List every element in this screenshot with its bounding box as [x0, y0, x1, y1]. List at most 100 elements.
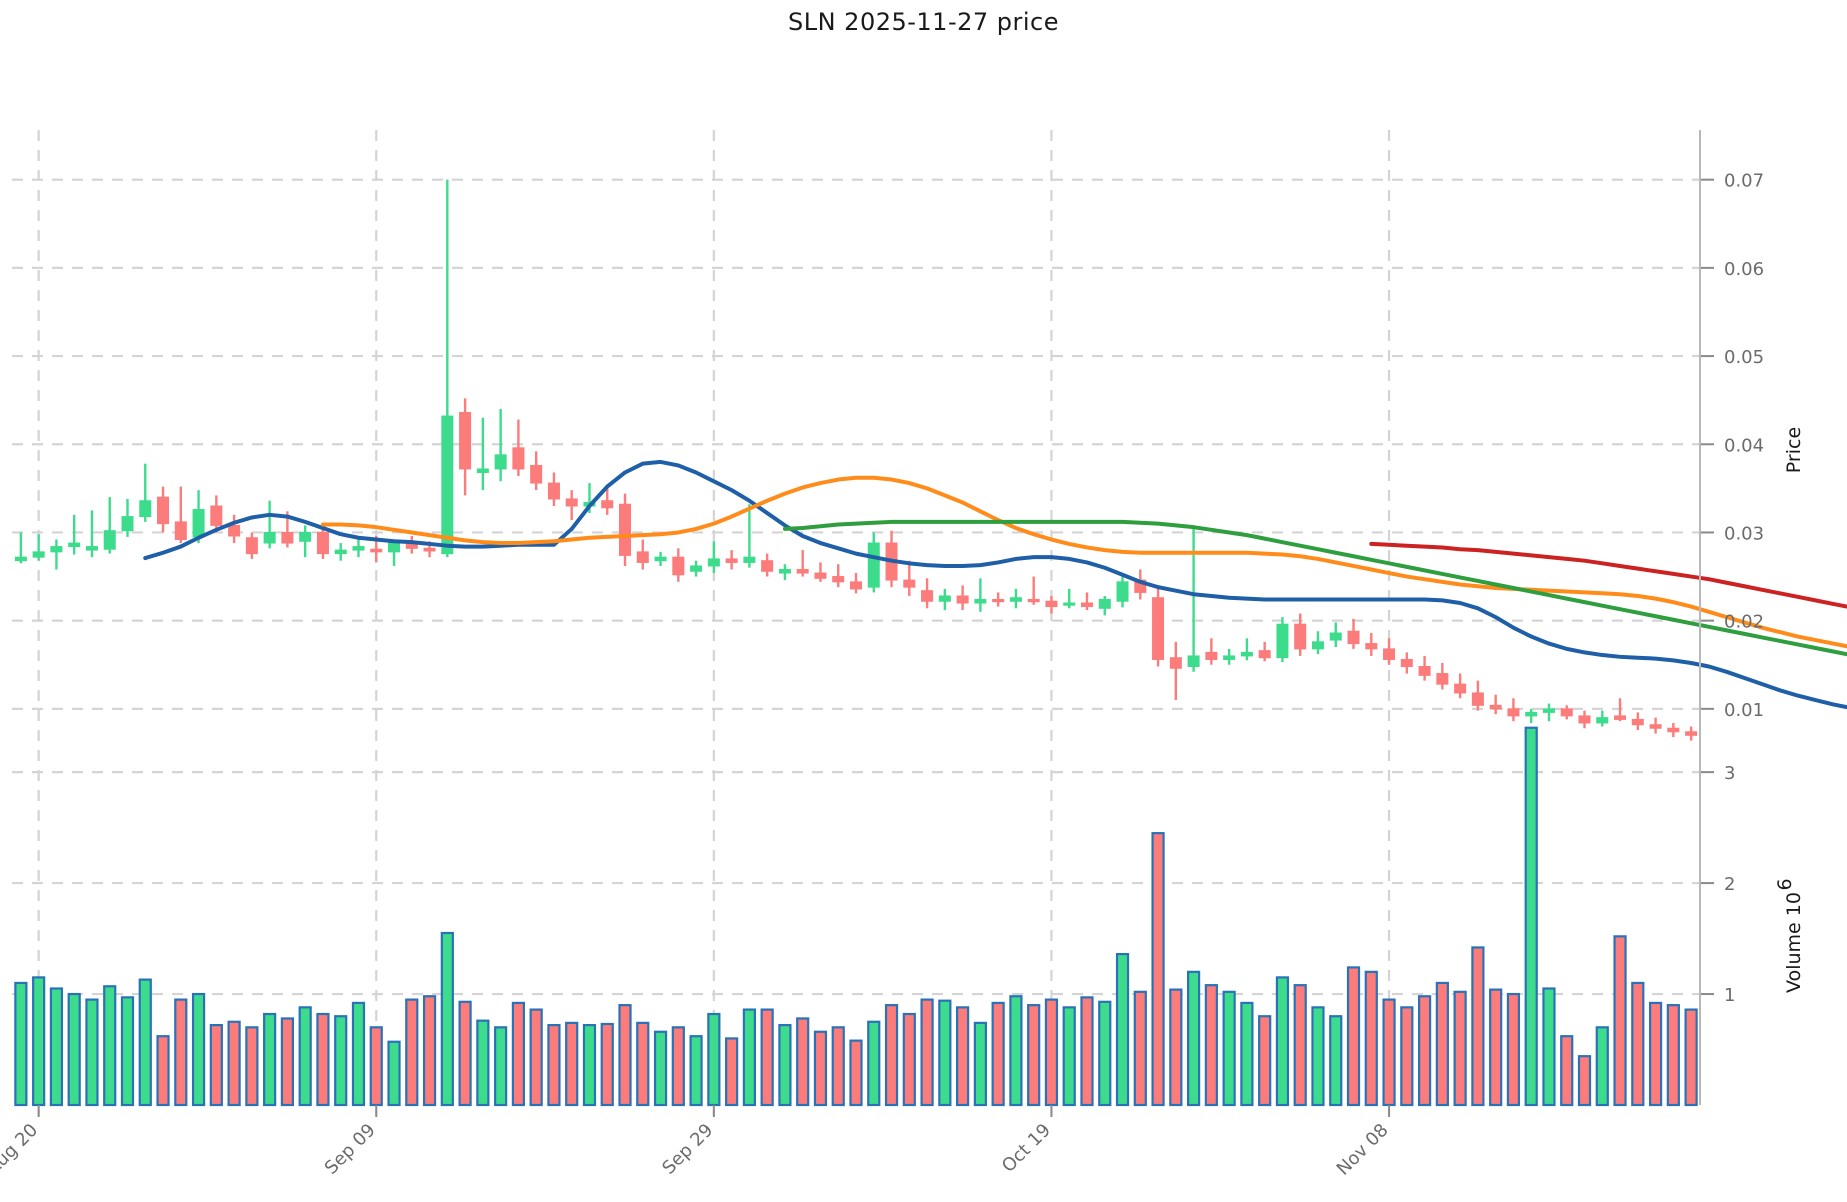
candle-body — [1578, 715, 1591, 724]
volume-bar — [1346, 966, 1361, 1107]
volume-bar — [1027, 1004, 1041, 1107]
candle-body — [352, 546, 365, 551]
volume-bar — [476, 1019, 490, 1107]
volume-bar — [1453, 990, 1467, 1107]
candle-body — [601, 500, 614, 509]
candle-body — [1169, 657, 1182, 669]
volume-series — [14, 726, 1698, 1107]
candle-body — [867, 542, 880, 588]
price-tick-label: 0.06 — [1724, 259, 1764, 280]
price-tick-label: 0.02 — [1724, 612, 1764, 633]
volume-bar — [1151, 832, 1165, 1107]
volume-bar — [1169, 988, 1183, 1107]
volume-bar — [1329, 1015, 1343, 1107]
candle-body — [299, 531, 312, 542]
candle-body — [1009, 597, 1022, 602]
candle-body — [1542, 708, 1555, 713]
candle-body — [849, 581, 863, 590]
candle-body — [157, 496, 170, 525]
volume-bar — [813, 1030, 828, 1107]
volume-bar — [902, 1012, 916, 1107]
date-tick-label: Sep 09 — [321, 1120, 380, 1179]
candle-body — [85, 546, 98, 551]
volume-bar — [14, 981, 28, 1107]
ma-long-line — [782, 519, 1847, 657]
candle-body — [1418, 666, 1431, 676]
candle-body — [14, 556, 27, 562]
volume-bar — [405, 998, 419, 1107]
candle-body — [1240, 651, 1253, 657]
volume-bar — [796, 1017, 810, 1107]
volume-axis-exponent: 6 — [1774, 878, 1796, 890]
volume-bar — [1186, 970, 1201, 1107]
volume-bar — [422, 995, 437, 1107]
volume-bar — [920, 998, 934, 1107]
volume-bar — [742, 1008, 756, 1107]
volume-bar — [1364, 970, 1378, 1107]
volume-bar — [725, 1037, 739, 1107]
candle-body — [547, 482, 560, 500]
candle-body — [956, 595, 969, 604]
candle-body — [938, 595, 951, 602]
volume-bar — [547, 1024, 561, 1107]
volume-bar — [1560, 1035, 1574, 1107]
volume-bar — [1275, 976, 1290, 1107]
candle-body — [1685, 731, 1698, 736]
volume-bar — [529, 1008, 543, 1107]
volume-bar — [1133, 990, 1147, 1107]
volume-bar — [138, 978, 152, 1107]
candle-body — [370, 548, 383, 553]
volume-bar — [1542, 987, 1556, 1107]
candle-body — [743, 556, 756, 563]
volume-bar — [565, 1021, 579, 1107]
candle-body — [1152, 597, 1165, 660]
volume-bar — [689, 1035, 703, 1107]
candle-body — [1223, 655, 1236, 660]
volume-bar — [1684, 1008, 1698, 1107]
candle-body — [778, 569, 791, 574]
volume-bar — [85, 998, 99, 1107]
candle-body — [210, 505, 223, 526]
volume-bar — [103, 985, 117, 1107]
volume-bar — [956, 1006, 970, 1107]
volume-bar — [1204, 984, 1218, 1107]
candle-body — [565, 498, 578, 507]
volume-bar — [1613, 935, 1627, 1107]
candle-body — [530, 464, 543, 484]
volume-bar — [618, 1004, 632, 1107]
candle-body — [1489, 704, 1502, 710]
volume-bar — [760, 1008, 774, 1107]
volume-bar — [636, 1021, 650, 1107]
page-title: SLN 2025-11-27 price — [787, 8, 1060, 36]
volume-bar — [316, 1012, 330, 1107]
volume-bar — [600, 1022, 614, 1107]
candle-body — [1347, 630, 1360, 645]
volume-bar — [458, 1000, 472, 1107]
volume-bar — [440, 931, 454, 1107]
volume-bar — [245, 1026, 259, 1107]
volume-bar — [1009, 995, 1023, 1107]
candle-body — [832, 576, 845, 583]
candle-body — [1027, 598, 1040, 603]
volume-bar — [1400, 1006, 1414, 1107]
candle-body — [796, 569, 809, 574]
date-tick-label: Oct 19 — [998, 1120, 1055, 1177]
candle-body — [476, 468, 489, 473]
candle-body — [992, 598, 1005, 603]
volume-bar — [1506, 992, 1521, 1107]
volume-bar — [1062, 1006, 1076, 1107]
volume-bar — [120, 996, 135, 1107]
candle-body — [281, 531, 294, 544]
candle-body — [761, 560, 774, 572]
ma-mid-line — [320, 475, 1847, 649]
volume-bar — [1115, 952, 1130, 1107]
price-tick-label: 0.03 — [1724, 523, 1764, 544]
volume-bar — [778, 1024, 792, 1107]
candle-body — [50, 546, 63, 553]
candle-body — [441, 415, 454, 555]
volume-bar — [1044, 998, 1059, 1107]
candle-body — [672, 556, 685, 576]
candle-body — [636, 551, 649, 563]
volume-bar — [582, 1024, 597, 1107]
volume-bar — [884, 1004, 899, 1107]
